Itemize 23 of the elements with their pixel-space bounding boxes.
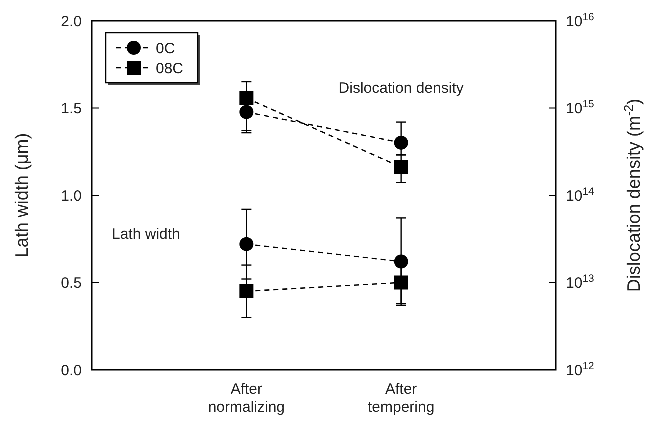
y-axis-title: Lath width (μm) bbox=[12, 133, 32, 258]
annotation: Lath width bbox=[112, 226, 180, 243]
point bbox=[240, 91, 254, 106]
y2-tick-label: 10$^{14}$ bbox=[566, 186, 595, 205]
y-tick-label: 1.0 bbox=[61, 188, 82, 205]
legend-label: 0C bbox=[156, 40, 176, 58]
y2-tick-label: 10$^{12}$ bbox=[566, 360, 595, 380]
point bbox=[240, 284, 254, 298]
point bbox=[394, 160, 408, 174]
x-tick-label: After normalizing bbox=[208, 381, 286, 416]
y2-tick-label: 10$^{16}$ bbox=[566, 11, 595, 30]
point bbox=[240, 237, 254, 252]
annotation: Dislocation density bbox=[338, 80, 464, 97]
point bbox=[394, 136, 408, 150]
y-tick-label: 1.5 bbox=[61, 100, 82, 118]
y-tick-label: 0.0 bbox=[61, 362, 82, 380]
point bbox=[394, 276, 408, 290]
y-tick-label: 2.0 bbox=[61, 13, 82, 30]
x-tick-label: After tempering bbox=[368, 381, 435, 416]
y-tick-label: 0.5 bbox=[61, 275, 82, 292]
legend-label: 08C bbox=[156, 60, 184, 78]
y2-tick-label: 10$^{15}$ bbox=[566, 98, 595, 118]
y2-tick-label: 10$^{13}$ bbox=[566, 273, 595, 292]
